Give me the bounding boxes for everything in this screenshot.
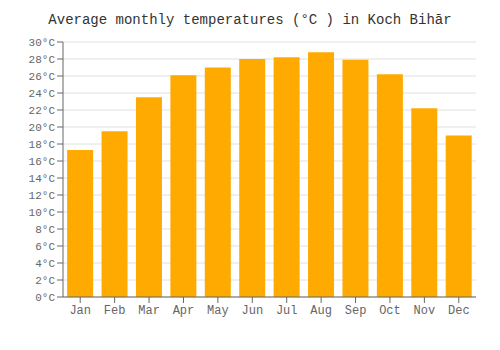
svg-text:30°C: 30°C	[29, 37, 56, 49]
html-text:Average monthly temperatures (: Average monthly temperatures (°C ) in Ko…	[48, 12, 452, 28]
svg-text:28°C: 28°C	[29, 54, 56, 66]
svg-text:Apr: Apr	[173, 304, 195, 318]
svg-text:8°C: 8°C	[35, 224, 55, 236]
svg-text:Jun: Jun	[241, 304, 263, 318]
svg-text:Feb: Feb	[104, 304, 126, 318]
svg-text:Dec: Dec	[448, 304, 470, 318]
svg-text:12°C: 12°C	[29, 190, 56, 202]
svg-text:10°C: 10°C	[29, 207, 56, 219]
svg-text:18°C: 18°C	[29, 139, 56, 151]
svg-text:Oct: Oct	[379, 304, 401, 318]
svg-text:26°C: 26°C	[29, 71, 56, 83]
svg-text:2°C: 2°C	[35, 275, 55, 287]
svg-text:May: May	[207, 304, 229, 318]
svg-text:14°C: 14°C	[29, 173, 56, 185]
svg-text:0°C: 0°C	[35, 292, 55, 304]
svg-text:Mar: Mar	[138, 304, 160, 318]
svg-text:Sep: Sep	[345, 304, 367, 318]
svg-text:24°C: 24°C	[29, 88, 56, 100]
svg-text:6°C: 6°C	[35, 241, 55, 253]
svg-text:Jul: Jul	[276, 304, 298, 318]
svg-text:4°C: 4°C	[35, 258, 55, 270]
svg-text:22°C: 22°C	[29, 105, 56, 117]
svg-text:Aug: Aug	[310, 304, 332, 318]
svg-text:Nov: Nov	[414, 304, 436, 318]
svg-text:16°C: 16°C	[29, 156, 56, 168]
svg-text:Jan: Jan	[69, 304, 91, 318]
svg-text:20°C: 20°C	[29, 122, 56, 134]
